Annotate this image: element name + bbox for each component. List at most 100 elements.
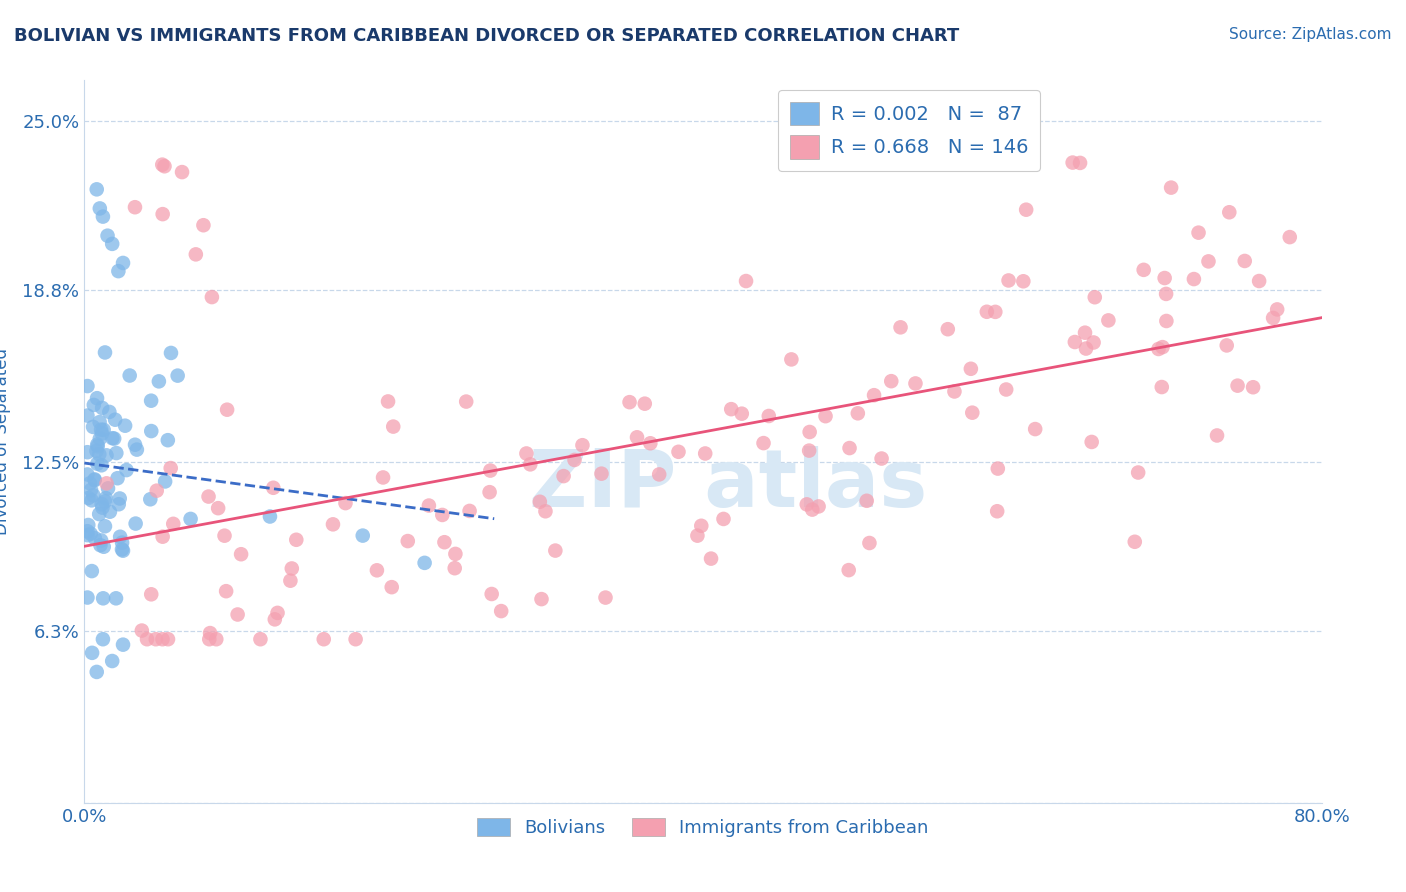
Point — [91, 500, 114, 515]
Point — [443, 561, 465, 575]
Point — [1278, 230, 1301, 244]
Point — [193, 218, 215, 232]
Point — [86, 182, 108, 196]
Point — [226, 607, 249, 622]
Point — [1083, 335, 1105, 350]
Point — [156, 433, 179, 447]
Point — [91, 401, 114, 415]
Point — [479, 464, 502, 478]
Point — [76, 467, 98, 482]
Point — [801, 502, 824, 516]
Point — [217, 402, 239, 417]
Point — [162, 516, 184, 531]
Point — [91, 591, 114, 606]
Point — [458, 504, 481, 518]
Point — [141, 424, 163, 438]
Point — [159, 461, 181, 475]
Point — [98, 405, 121, 419]
Point — [90, 458, 112, 473]
Point — [107, 497, 129, 511]
Point — [997, 273, 1019, 287]
Point — [690, 518, 713, 533]
Point — [418, 499, 440, 513]
Point — [797, 443, 820, 458]
Point — [215, 584, 238, 599]
Point — [80, 483, 103, 497]
Point — [478, 485, 501, 500]
Point — [1152, 340, 1174, 354]
Text: BOLIVIAN VS IMMIGRANTS FROM CARIBBEAN DIVORCED OR SEPARATED CORRELATION CHART: BOLIVIAN VS IMMIGRANTS FROM CARIBBEAN DI… — [14, 27, 959, 45]
Point — [814, 409, 837, 424]
Point — [1249, 274, 1271, 288]
Point — [108, 491, 131, 506]
Point — [648, 467, 671, 482]
Point — [529, 495, 551, 509]
Point — [807, 500, 830, 514]
Point — [880, 374, 903, 388]
Point — [1024, 422, 1046, 436]
Point — [150, 158, 173, 172]
Point — [619, 395, 641, 409]
Point — [198, 626, 221, 640]
Point — [79, 476, 101, 491]
Point — [94, 491, 117, 505]
Point — [838, 441, 860, 455]
Point — [198, 632, 221, 647]
Point — [160, 346, 183, 360]
Point — [86, 444, 108, 458]
Point — [229, 547, 252, 561]
Point — [432, 508, 454, 522]
Point — [89, 202, 111, 216]
Point — [904, 376, 927, 391]
Point — [553, 469, 575, 483]
Point — [943, 384, 966, 399]
Point — [89, 432, 111, 446]
Point — [1206, 428, 1229, 442]
Point — [180, 512, 202, 526]
Point — [1261, 310, 1284, 325]
Point — [960, 361, 983, 376]
Point — [564, 453, 586, 467]
Point — [83, 472, 105, 486]
Point — [1150, 380, 1173, 394]
Point — [139, 492, 162, 507]
Point — [1062, 155, 1084, 169]
Point — [534, 504, 557, 518]
Point — [595, 591, 617, 605]
Point — [266, 606, 288, 620]
Point — [1215, 338, 1237, 352]
Point — [371, 470, 394, 484]
Point — [89, 507, 111, 521]
Point — [93, 423, 115, 437]
Point — [481, 587, 503, 601]
Point — [139, 393, 162, 408]
Point — [695, 446, 717, 460]
Point — [152, 632, 174, 647]
Point — [731, 407, 754, 421]
Point — [863, 388, 886, 402]
Point — [141, 587, 163, 601]
Point — [82, 488, 104, 502]
Point — [626, 430, 648, 444]
Point — [1084, 290, 1107, 304]
Point — [1012, 274, 1035, 288]
Y-axis label: Divorced or Separated: Divorced or Separated — [0, 348, 11, 535]
Point — [86, 437, 108, 451]
Point — [1097, 313, 1119, 327]
Point — [1074, 326, 1097, 340]
Point — [96, 228, 118, 243]
Point — [1187, 226, 1209, 240]
Point — [382, 419, 405, 434]
Point — [366, 563, 388, 577]
Point — [1147, 342, 1170, 356]
Point — [456, 394, 478, 409]
Point — [101, 431, 124, 445]
Point — [184, 247, 207, 261]
Point — [433, 535, 456, 549]
Point — [148, 375, 170, 389]
Point — [1182, 272, 1205, 286]
Point — [107, 264, 129, 278]
Point — [396, 534, 419, 549]
Point — [83, 473, 105, 487]
Point — [1123, 534, 1146, 549]
